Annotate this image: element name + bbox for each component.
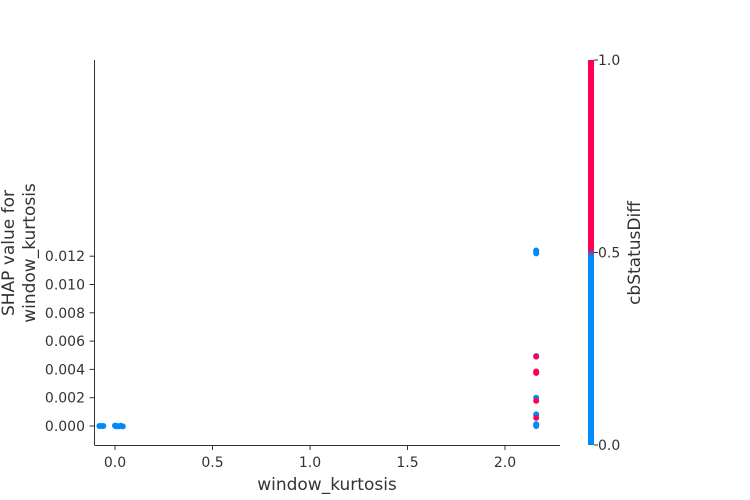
colorbar-tick-label: 0.0 <box>598 438 620 454</box>
colorbar-tick-label: 1.0 <box>598 53 620 69</box>
colorbar <box>588 60 594 445</box>
y-tick-label: 0.006 <box>45 334 85 350</box>
x-axis-ticks: 0.0 0.5 1.0 1.5 2.0 <box>104 445 516 471</box>
y-tick-label: 0.008 <box>45 306 85 322</box>
x-tick-label: 1.5 <box>396 455 418 471</box>
x-tick-label: 0.0 <box>104 455 126 471</box>
data-point <box>533 353 540 360</box>
data-point <box>119 423 126 430</box>
x-tick-label: 0.5 <box>201 455 223 471</box>
colorbar-ticks: 0.0 0.5 1.0 <box>594 53 620 454</box>
y-tick-label: 0.010 <box>45 278 85 294</box>
y-tick-label: 0.004 <box>45 362 85 378</box>
x-tick-label: 1.0 <box>299 455 321 471</box>
y-tick-label: 0.012 <box>45 249 85 265</box>
y-axis-ticks: 0.000 0.002 0.004 0.006 0.008 0.010 0.012 <box>45 249 95 435</box>
colorbar-tick-label: 0.5 <box>598 246 620 262</box>
y-axis-label-line: window_kurtosis <box>20 183 40 323</box>
data-point <box>100 423 107 429</box>
data-point <box>533 414 540 421</box>
x-tick-label: 2.0 <box>494 455 516 471</box>
colorbar-label: cbStatusDiff <box>625 200 645 305</box>
data-points <box>96 247 540 430</box>
data-point <box>533 423 540 429</box>
data-point <box>533 397 540 404</box>
data-point <box>533 369 540 376</box>
data-point <box>533 250 540 257</box>
y-axis-label-line: SHAP value for <box>0 190 19 316</box>
y-tick-label: 0.002 <box>45 391 85 407</box>
y-tick-label: 0.000 <box>45 419 85 435</box>
y-axis-label: SHAP value forwindow_kurtosis <box>0 183 40 323</box>
x-axis-label: window_kurtosis <box>257 475 397 495</box>
